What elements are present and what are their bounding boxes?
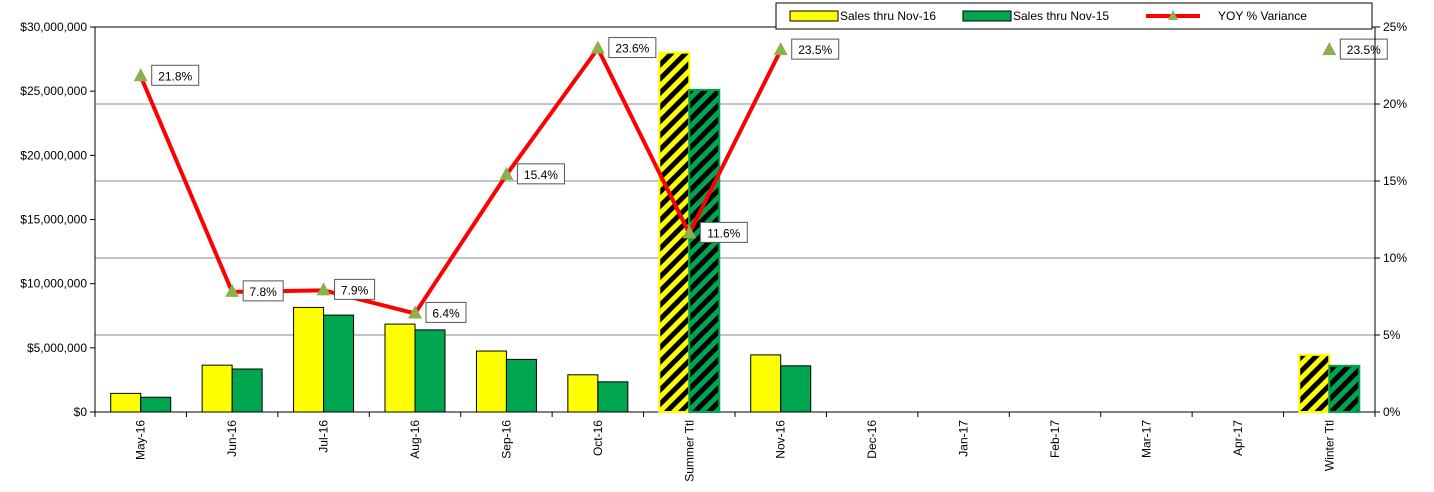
bar-sales-nov15: [1328, 364, 1361, 413]
x-axis-tick-label: Jan-17: [957, 420, 971, 457]
data-label-box: [334, 278, 376, 300]
bar-sales-nov16: [201, 364, 233, 413]
x-axis-tick-label: Apr-17: [1231, 420, 1245, 456]
left-axis-tick-label: $30,000,000: [20, 20, 87, 34]
legend-label-sales-nov16: Sales thru Nov-16: [840, 9, 936, 23]
data-label-box: [242, 280, 284, 302]
variance-line-series: 21.8% 7.8% 7.9% 6.4% 15.4% 23.6% 11.6% 23.5% 23.…: [133, 37, 1388, 323]
variance-marker: [773, 42, 788, 56]
variance-marker: [225, 283, 240, 297]
data-label: 21.8%: [158, 69, 192, 83]
data-label-box: [699, 221, 748, 243]
variance-marker: [682, 225, 697, 239]
data-label-box: [608, 37, 657, 59]
bar-sales-nov15: [231, 368, 263, 413]
left-axis-tick-label: $25,000,000: [20, 84, 87, 98]
variance-marker: [408, 305, 422, 319]
data-label-box: [151, 64, 200, 86]
x-axis-tick-label: Mar-17: [1139, 420, 1153, 458]
variance-marker: [133, 68, 148, 82]
data-label-box: [425, 301, 467, 323]
data-label: 11.6%: [707, 226, 740, 240]
variance-marker: [1322, 42, 1337, 56]
legend-label-sales-nov15: Sales thru Nov-15: [1013, 9, 1109, 23]
bar-sales-nov15: [505, 358, 537, 413]
x-axis-tick-label: Sep-16: [499, 420, 513, 459]
bar-sales-nov16: [293, 306, 325, 413]
data-label: 23.5%: [1347, 43, 1381, 57]
bar-sales-nov15: [597, 381, 629, 413]
x-axis-tick-label: Summer Ttl: [682, 420, 696, 482]
legend-swatch-variance-marker: [1168, 10, 1178, 20]
left-axis-tick-label: $0: [74, 405, 88, 419]
legend-label-variance: YOY % Variance: [1218, 9, 1307, 23]
data-label: 23.6%: [615, 42, 649, 56]
data-label: 23.5%: [798, 43, 832, 57]
right-axis-tick-label: 25%: [1383, 20, 1407, 34]
x-axis-tick-label: Jun-16: [225, 420, 239, 457]
gridlines: [94, 26, 1376, 413]
bar-sales-nov16: [110, 392, 142, 413]
legend-swatch-sales-nov16: [789, 10, 839, 22]
left-axis-tick-label: $5,000,000: [27, 341, 87, 355]
bar-sales-nov15: [688, 88, 721, 413]
bar-sales-nov16: [384, 323, 416, 413]
bar-sales-nov16: [475, 350, 507, 413]
left-axis-tick-label: $10,000,000: [20, 277, 87, 291]
data-label-box: [791, 38, 840, 60]
legend-box: [775, 2, 1373, 30]
bar-sales-nov15: [780, 365, 812, 413]
right-axis-tick-label: 0%: [1383, 405, 1401, 419]
data-label: 15.4%: [524, 168, 558, 182]
bar-sales-nov16: [658, 51, 691, 414]
x-axis-tick-label: Nov-16: [774, 420, 788, 459]
x-axis-tick-label: May-16: [134, 420, 148, 460]
bar-sales-nov16: [750, 354, 782, 413]
data-label: 7.8%: [249, 285, 277, 299]
variance-marker: [316, 282, 331, 296]
left-axis-tick-label: $20,000,000: [20, 148, 87, 162]
data-label-box: [1339, 38, 1388, 60]
legend: Sales thru Nov-16 Sales thru Nov-15 YOY % …: [775, 2, 1373, 30]
x-axis-tick-label: Dec-16: [865, 420, 879, 459]
right-axis-tick-label: 5%: [1383, 328, 1401, 342]
legend-swatch-sales-nov15: [962, 10, 1012, 22]
x-axis-tick-label: Jul-16: [317, 420, 331, 453]
plot-area-border: [94, 26, 1376, 413]
data-label: 7.9%: [341, 283, 369, 297]
x-axis-tick-label: Winter Ttl: [1322, 420, 1336, 471]
right-axis-tick-label: 15%: [1383, 174, 1407, 188]
data-label: 6.4%: [432, 306, 460, 320]
x-axis-tick-label: Aug-16: [408, 420, 422, 459]
x-axis-tick-label: Feb-17: [1048, 420, 1062, 458]
bar-sales-nov15: [140, 396, 172, 413]
bar-sales-nov16: [1298, 353, 1331, 413]
right-axis-tick-label: 10%: [1383, 251, 1407, 265]
right-axis-tick-label: 20%: [1383, 97, 1407, 111]
bar-sales-nov16: [567, 374, 599, 413]
variance-marker: [590, 40, 605, 54]
bar-sales-nov15: [414, 329, 446, 413]
data-label-box: [516, 163, 565, 185]
x-axis-tick-label: Oct-16: [591, 420, 605, 456]
bar-series: [110, 51, 1361, 414]
bar-sales-nov15: [323, 314, 355, 413]
variance-marker: [499, 166, 514, 180]
left-axis-tick-label: $15,000,000: [20, 213, 87, 227]
axes: $0 $5,000,000 $10,000,000 $15,000,000 $20,00…: [20, 20, 1407, 482]
